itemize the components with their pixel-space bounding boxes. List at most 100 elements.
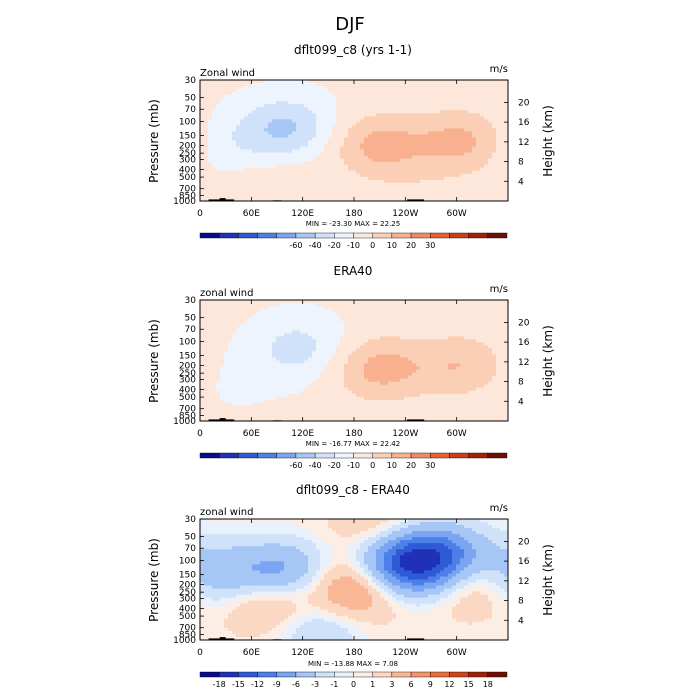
height-tick-label: 16 (518, 118, 530, 128)
colorbar-label: 20 (406, 461, 416, 470)
pressure-tick-label: 300 (179, 375, 196, 385)
pressure-tick-label: 300 (179, 594, 196, 604)
colorbar-label: 30 (425, 461, 435, 470)
colorbar-swatch (218, 232, 239, 239)
colorbar-swatch (257, 232, 277, 239)
colorbar-swatch (334, 232, 354, 239)
panel-2-stats: MIN = -16.77 MAX = 22.42 (306, 440, 400, 448)
colorbar-swatch (353, 671, 373, 678)
height-tick-label: 12 (518, 138, 529, 148)
panel-1: dflt099_c8 (yrs 1-1) Zonal wind m/s 30 50… (147, 43, 555, 250)
pressure-tick-label: 250 (179, 588, 196, 598)
figure-title: DJF (335, 14, 365, 35)
colorbar-label: -18 (213, 680, 226, 689)
lon-tick-label: 120W (392, 648, 418, 658)
colorbar-swatch (276, 671, 297, 678)
colorbar-label: -6 (292, 680, 300, 689)
colorbar-swatch (468, 232, 489, 239)
colorbar-swatch (468, 452, 489, 459)
pressure-tick-label: 400 (179, 165, 196, 175)
colorbar-label: 12 (444, 680, 454, 689)
colorbar-swatch (257, 452, 277, 459)
colorbar-label: 30 (425, 241, 435, 250)
pressure-tick-label: 30 (185, 515, 197, 525)
colorbar-swatch (218, 452, 239, 459)
colorbar-swatch (449, 232, 469, 239)
height-tick-label: 8 (518, 158, 524, 168)
colorbar-swatch (314, 232, 335, 239)
colorbar-label: 3 (389, 680, 394, 689)
lon-tick-label: 0 (197, 648, 203, 658)
colorbar-2: -60 -40 -20 -10 0 10 20 30 (199, 452, 508, 470)
panel-3-ylabel: Pressure (mb) (147, 538, 161, 622)
pressure-tick-label: 30 (185, 296, 197, 306)
pressure-tick-label: 700 (179, 405, 196, 415)
panel-2-field (200, 300, 508, 421)
lon-tick-label: 120W (392, 209, 418, 219)
pressure-tick-label: 150 (179, 571, 196, 581)
panel-2: ERA40 zonal wind m/s 3050701001502002503… (147, 264, 555, 470)
pressure-tick-label: 300 (179, 155, 196, 165)
height-tick-label: 8 (518, 597, 524, 607)
pressure-tick-label: 400 (179, 604, 196, 614)
colorbar-label: 10 (387, 241, 397, 250)
colorbar-swatch (487, 671, 508, 678)
height-tick-label: 8 (518, 378, 524, 388)
colorbar-swatch (199, 452, 220, 459)
pressure-tick-label: 400 (179, 385, 196, 395)
pressure-tick-label: 850 (179, 191, 196, 201)
pressure-tick-label: 1000 (173, 197, 196, 207)
pressure-tick-label: 100 (179, 118, 196, 128)
panel-3-left-label: zonal wind (200, 507, 253, 518)
panel-1-stats: MIN = -23.30 MAX = 22.25 (306, 220, 400, 228)
panel-3-field (200, 519, 508, 640)
height-tick-label: 4 (518, 177, 524, 187)
colorbar-swatch (295, 671, 316, 678)
panel-2-right-label: m/s (490, 284, 508, 295)
colorbar-swatch (238, 232, 258, 239)
panel-2-title: ERA40 (334, 264, 373, 278)
panel-1-field (200, 80, 508, 201)
pressure-tick-label: 1000 (173, 636, 196, 646)
pressure-tick-label: 200 (179, 580, 196, 590)
panel-3: dflt099_c8 - ERA40 zonal wind m/s 305070… (147, 483, 555, 689)
pressure-tick-label: 150 (179, 132, 196, 142)
pressure-tick-label: 850 (179, 630, 196, 640)
pressure-tick-label: 500 (179, 173, 196, 183)
colorbar-label: -40 (309, 241, 322, 250)
panel-1-title: dflt099_c8 (yrs 1-1) (294, 43, 412, 57)
colorbar-swatch (257, 671, 277, 678)
pressure-tick-label: 50 (185, 94, 197, 104)
height-tick-label: 4 (518, 616, 524, 626)
colorbar-swatch (276, 452, 297, 459)
colorbar-swatch (372, 671, 393, 678)
panel-3-plot (200, 519, 508, 640)
colorbar-label: -60 (289, 461, 302, 470)
height-tick-label: 4 (518, 397, 524, 407)
colorbar-swatch (372, 232, 393, 239)
colorbar-swatch (468, 671, 489, 678)
pressure-tick-label: 70 (185, 544, 197, 554)
lon-tick-label: 120E (291, 648, 314, 658)
pressure-tick-label: 70 (185, 105, 197, 115)
colorbar-swatch (372, 452, 393, 459)
colorbar-swatch (449, 671, 469, 678)
colorbar-label: -10 (347, 241, 360, 250)
pressure-tick-label: 100 (179, 557, 196, 567)
panel-2-y2label: Height (km) (541, 325, 555, 396)
colorbar-swatch (199, 232, 220, 239)
lon-tick-label: 120E (291, 209, 314, 219)
height-tick-label: 16 (518, 338, 530, 348)
colorbar-swatch (238, 671, 258, 678)
lon-tick-label: 60W (446, 648, 466, 658)
pressure-tick-label: 250 (179, 149, 196, 159)
colorbar-label: -1 (330, 680, 338, 689)
panel-3-title: dflt099_c8 - ERA40 (296, 483, 410, 497)
height-tick-label: 20 (518, 537, 530, 547)
height-tick-label: 12 (518, 577, 529, 587)
lon-tick-label: 0 (197, 209, 203, 219)
pressure-tick-label: 1000 (173, 417, 196, 427)
lon-tick-label: 180 (345, 209, 362, 219)
